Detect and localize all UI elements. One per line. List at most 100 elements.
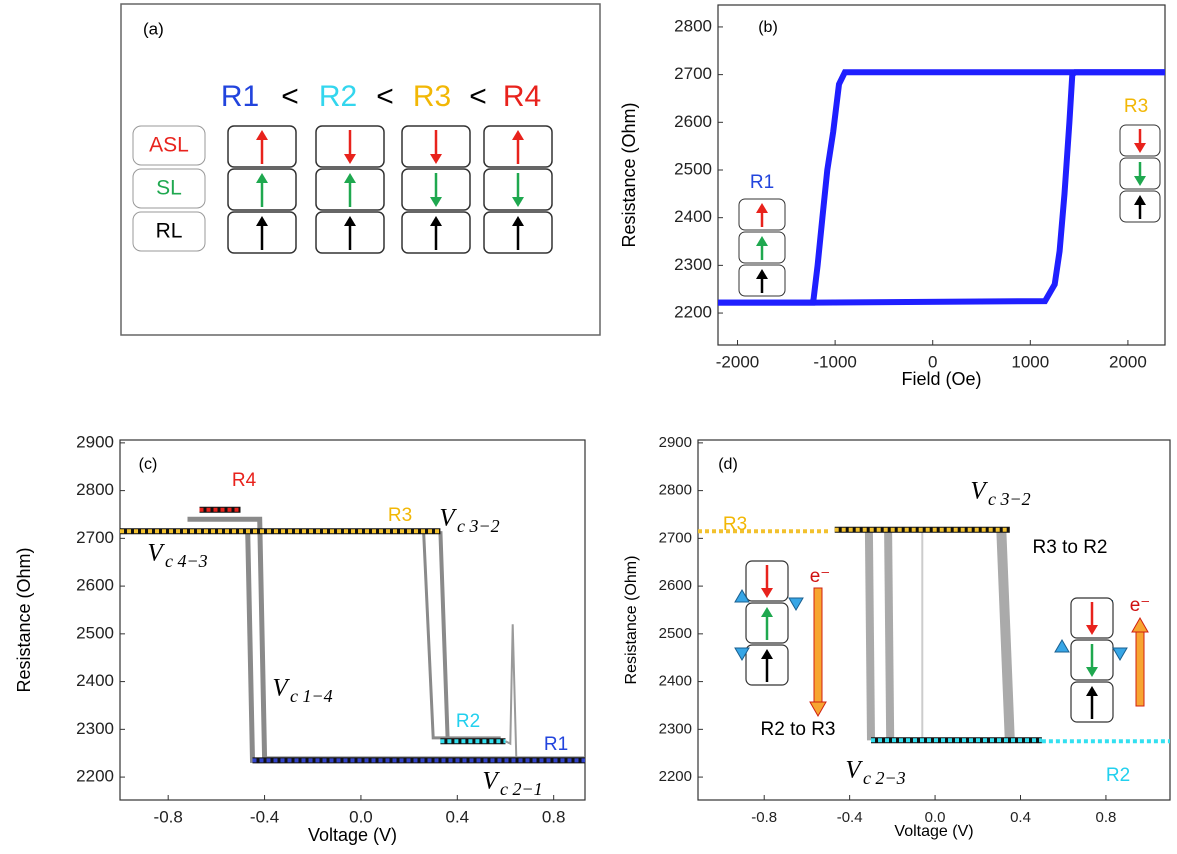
- arrow-head: [1134, 176, 1146, 186]
- y-tick-label: 2500: [76, 623, 114, 642]
- annotation-subscript: c 2−1: [500, 779, 543, 799]
- x-tick-label: 0.8: [542, 807, 566, 826]
- x-axis-label: Voltage (V): [894, 823, 973, 840]
- annotation: R3 to R2: [1033, 537, 1108, 558]
- series-line: [718, 69, 1165, 306]
- stt-arrow: [1054, 639, 1070, 653]
- x-tick-label: 0.0: [349, 807, 373, 826]
- series-line: [505, 624, 521, 762]
- state-order: <: [376, 80, 394, 113]
- arrow-head: [430, 216, 442, 226]
- annotation-subscript: c 1−4: [290, 686, 333, 706]
- arrow-head: [256, 130, 268, 140]
- arrow-head: [1086, 667, 1098, 677]
- layer-name: SL: [156, 177, 182, 200]
- arrow-head: [512, 197, 524, 207]
- electron-arrow-head: [1131, 616, 1149, 633]
- annotation: V: [482, 768, 500, 795]
- arrow-head: [512, 216, 524, 226]
- y-tick-label: 2400: [76, 671, 114, 690]
- plot-frame: [697, 439, 1171, 801]
- y-tick-label: 2200: [674, 303, 712, 322]
- y-tick-label: 2200: [659, 768, 692, 785]
- y-tick-label: 2800: [76, 480, 114, 499]
- series-line: [422, 531, 501, 740]
- annotation-subscript: c 3−2: [988, 489, 1031, 509]
- y-tick-label: 2300: [76, 719, 114, 738]
- arrow-head: [1134, 195, 1146, 205]
- arrow-head: [761, 607, 773, 617]
- y-axis-label: Resistance (Ohm): [619, 102, 639, 247]
- annotation: R3: [388, 505, 412, 526]
- arrow-head: [430, 154, 442, 164]
- y-tick-label: 2700: [659, 529, 692, 546]
- y-tick-label: 2700: [76, 528, 114, 547]
- x-axis-label: Voltage (V): [308, 825, 397, 845]
- panel-label: (d): [718, 456, 738, 473]
- annotation: V: [439, 505, 457, 532]
- series-line: [187, 528, 585, 763]
- panel-a-frame: [120, 3, 601, 336]
- y-axis-label: Resistance (Ohm): [14, 547, 34, 692]
- stt-arrow: [734, 647, 750, 661]
- x-tick-label: 2000: [1109, 352, 1147, 371]
- y-tick-label: 2400: [674, 207, 712, 226]
- y-tick-label: 2900: [76, 432, 114, 451]
- state-order: R1: [221, 80, 259, 113]
- state-order: <: [281, 80, 299, 113]
- panel-label: (c): [139, 456, 158, 473]
- y-tick-label: 2600: [674, 112, 712, 131]
- y-tick-label: 2800: [674, 16, 712, 35]
- annotation: R2: [1106, 765, 1130, 786]
- x-axis-label: Field (Oe): [901, 369, 981, 389]
- arrow-head: [512, 130, 524, 140]
- y-tick-label: 2600: [659, 577, 692, 594]
- annotation: R3: [1124, 96, 1148, 117]
- annotation-subscript: c 3−2: [457, 516, 500, 536]
- stt-arrow: [1112, 647, 1128, 661]
- annotation: R4: [232, 470, 257, 491]
- arrow-head: [256, 216, 268, 226]
- arrow-head: [1086, 625, 1098, 635]
- annotation: R1: [544, 734, 568, 755]
- layer-name-box: [132, 211, 206, 252]
- arrow-head: [430, 197, 442, 207]
- y-tick-label: 2800: [659, 482, 692, 499]
- arrow-head: [761, 649, 773, 659]
- annotation: R2: [456, 711, 480, 732]
- arrow-head: [344, 216, 356, 226]
- layer-name: RL: [156, 220, 183, 243]
- arrow-head: [756, 203, 768, 213]
- arrow-head: [756, 236, 768, 246]
- stt-arrow: [734, 589, 750, 603]
- x-tick-label: -1000: [813, 352, 856, 371]
- layer-name: ASL: [149, 134, 189, 157]
- y-axis-label: Resistance (Ohm): [623, 556, 640, 685]
- x-tick-label: 0.4: [1010, 809, 1031, 826]
- series-line: [438, 531, 506, 744]
- arrow-head: [344, 173, 356, 183]
- annotation: R2 to R3: [761, 719, 836, 740]
- y-tick-label: 2400: [659, 673, 692, 690]
- x-tick-label: 0.8: [1095, 809, 1116, 826]
- x-tick-label: -0.4: [837, 809, 863, 826]
- x-tick-label: 0.4: [445, 807, 469, 826]
- y-tick-label: 2300: [659, 720, 692, 737]
- electron-arrow: [813, 587, 823, 705]
- electron-arrow-head: [809, 701, 827, 718]
- y-tick-label: 2700: [674, 64, 712, 83]
- y-tick-label: 2200: [76, 767, 114, 786]
- arrow-head: [1134, 143, 1146, 153]
- x-tick-label: 1000: [1011, 352, 1049, 371]
- annotation: e⁻: [810, 566, 831, 587]
- x-tick-label: 0: [928, 352, 937, 371]
- y-tick-label: 2500: [674, 159, 712, 178]
- x-tick-label: -0.8: [154, 807, 183, 826]
- annotation: V: [272, 675, 290, 702]
- arrow-head: [344, 154, 356, 164]
- x-tick-label: -0.4: [250, 807, 279, 826]
- y-tick-label: 2600: [76, 576, 114, 595]
- annotation: R3: [723, 514, 747, 535]
- annotation-subscript: c 2−3: [863, 768, 906, 788]
